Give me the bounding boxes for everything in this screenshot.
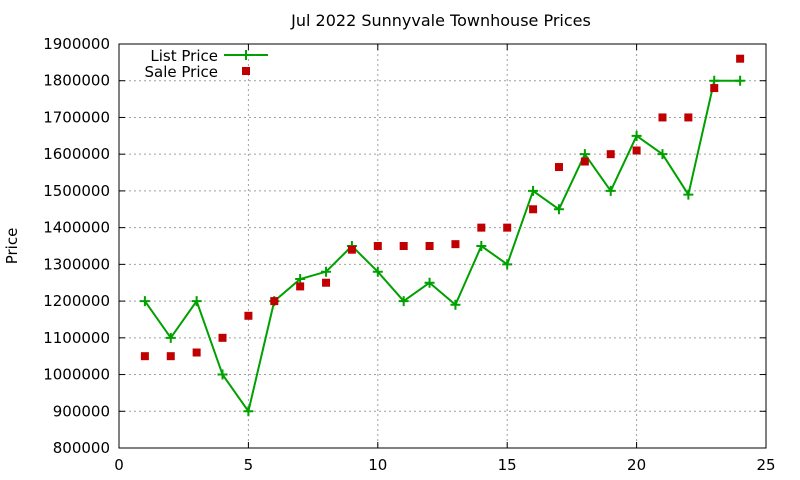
legend-label: List Price: [150, 47, 218, 65]
sale-price-point: [270, 297, 279, 306]
x-tick-label: 25: [756, 456, 775, 474]
list-price-point: [657, 149, 668, 160]
legend-swatch-marker: [242, 67, 250, 75]
y-tick-label: 1300000: [43, 255, 110, 273]
y-tick-label: 1400000: [43, 219, 110, 237]
sale-price-point: [451, 240, 460, 249]
series: [139, 54, 746, 417]
list-price-line: [144, 79, 741, 413]
y-tick-label: 900000: [53, 402, 110, 420]
list-price-point: [579, 149, 590, 160]
list-price-point: [735, 75, 746, 86]
sale-price-point: [140, 352, 149, 361]
list-price-point: [709, 75, 720, 86]
list-price-point: [191, 296, 202, 307]
legend-label: Sale Price: [145, 63, 218, 81]
sale-price-point: [736, 54, 745, 63]
sale-price-point: [580, 157, 589, 166]
sale-price-point: [554, 163, 563, 172]
chart-title: Jul 2022 Sunnyvale Townhouse Prices: [290, 11, 591, 30]
sale-price-point: [658, 113, 667, 122]
sale-price-point: [399, 242, 408, 250]
sale-price-point: [296, 282, 305, 291]
x-tick-label: 10: [368, 456, 387, 474]
list-price-point: [553, 204, 564, 215]
y-tick-label: 1700000: [43, 108, 110, 126]
legend-swatch-marker: [241, 50, 251, 60]
axis-ticks: 0 5 10 15 20 25 800000 900000 1000000 1100000 1200…: [43, 35, 775, 474]
sale-price-point: [632, 146, 641, 155]
series-sale-price: [140, 54, 745, 361]
list-price-point: [528, 185, 539, 196]
list-price-point: [450, 299, 461, 310]
list-price-point: [139, 296, 150, 307]
sale-price-point: [529, 205, 538, 214]
sale-price-point: [477, 223, 486, 232]
list-price-point: [321, 266, 332, 277]
list-price-point: [398, 296, 409, 307]
sale-price-point: [425, 242, 434, 250]
x-tick-label: 15: [498, 456, 517, 474]
y-tick-label: 1100000: [43, 329, 110, 347]
sale-price-point: [373, 242, 382, 250]
y-tick-label: 1800000: [43, 72, 110, 90]
list-price-point: [372, 266, 383, 277]
sale-price-point: [244, 311, 253, 320]
sale-price-point: [218, 333, 227, 342]
y-tick-label: 1000000: [43, 366, 110, 384]
y-tick-label: 1900000: [43, 35, 110, 53]
y-tick-label: 1200000: [43, 292, 110, 310]
y-tick-label: 1600000: [43, 145, 110, 163]
list-price-point: [424, 277, 435, 288]
list-price-point: [502, 259, 513, 270]
sale-price-point: [192, 348, 201, 357]
sale-price-point: [166, 352, 175, 361]
sale-price-point: [347, 245, 356, 254]
sale-price-point: [503, 223, 512, 232]
sale-price-point: [710, 84, 719, 93]
sale-price-point: [322, 278, 331, 287]
sale-price-point: [684, 113, 693, 122]
y-tick-label: 800000: [53, 439, 110, 457]
list-price-point: [631, 130, 642, 141]
sale-price-point: [606, 150, 615, 159]
list-price-point: [683, 189, 694, 200]
list-price-point: [243, 406, 254, 417]
grid: [119, 44, 766, 448]
y-axis-label: Price: [3, 228, 21, 265]
series-list-price: [139, 75, 746, 417]
y-tick-label: 1500000: [43, 182, 110, 200]
x-tick-label: 0: [114, 456, 124, 474]
plot-frame: [118, 43, 767, 449]
list-price-point: [217, 369, 228, 380]
x-tick-label: 20: [627, 456, 646, 474]
x-tick-label: 5: [244, 456, 254, 474]
list-price-point: [295, 274, 306, 285]
list-price-point: [476, 241, 487, 251]
list-price-point: [605, 185, 616, 196]
list-price-point: [165, 332, 176, 343]
